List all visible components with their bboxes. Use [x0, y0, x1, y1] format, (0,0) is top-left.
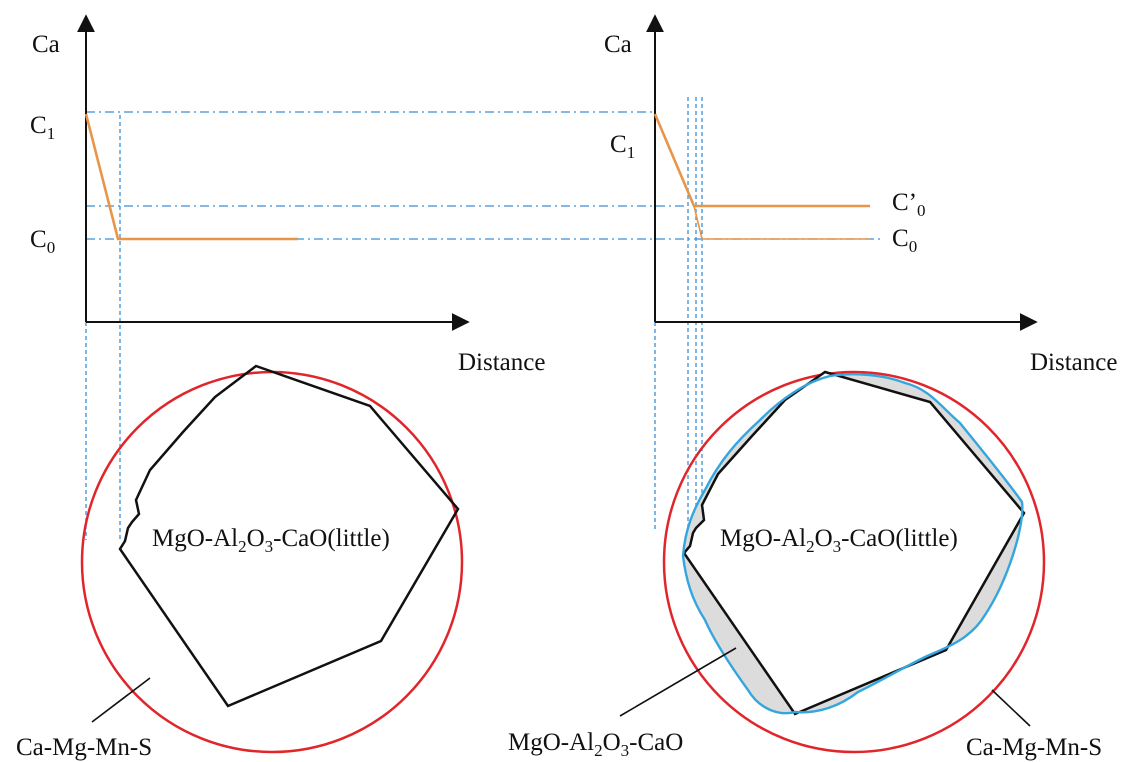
left-concentration-profile — [84, 113, 298, 241]
right-y-axis-label: Ca — [604, 31, 632, 58]
left-core-label: MgO-Al2O3-CaO(little) — [152, 525, 390, 556]
right-core-label: MgO-Al2O3-CaO(little) — [720, 525, 958, 556]
right-panel: Ca Distance C1 C’0 C0 MgO-Al2O3-CaO(litt… — [508, 14, 1117, 761]
left-core-polygon — [118, 364, 460, 708]
left-matrix-leader — [91, 677, 151, 723]
right-level-cprime0: C’0 — [892, 189, 926, 220]
left-level-c1: C1 — [30, 112, 55, 143]
left-panel: Ca Distance C1 C0 MgO-Al2O3-CaO(little) … — [16, 14, 880, 761]
right-concentration-profile — [653, 113, 870, 208]
right-layer-leader — [619, 647, 737, 717]
left-x-axis-label: Distance — [458, 349, 545, 376]
right-level-c1: C1 — [610, 131, 635, 162]
right-x-axis-label: Distance — [1030, 349, 1117, 376]
right-level-c0: C0 — [892, 225, 917, 256]
left-y-axis-label: Ca — [32, 31, 60, 58]
right-matrix-circle — [662, 370, 1046, 754]
right-base-level-line — [693, 205, 870, 240]
left-matrix-circle — [80, 370, 464, 754]
right-matrix-label: Ca-Mg-Mn-S — [966, 734, 1102, 761]
left-matrix-label: Ca-Mg-Mn-S — [16, 734, 152, 761]
right-layer-label: MgO-Al2O3-CaO — [508, 729, 683, 760]
right-matrix-leader — [991, 689, 1031, 727]
left-level-c0: C0 — [30, 226, 55, 257]
right-core-polygon — [682, 370, 1026, 716]
left-guide-lines — [85, 111, 880, 540]
right-reaction-interface — [681, 373, 1024, 715]
